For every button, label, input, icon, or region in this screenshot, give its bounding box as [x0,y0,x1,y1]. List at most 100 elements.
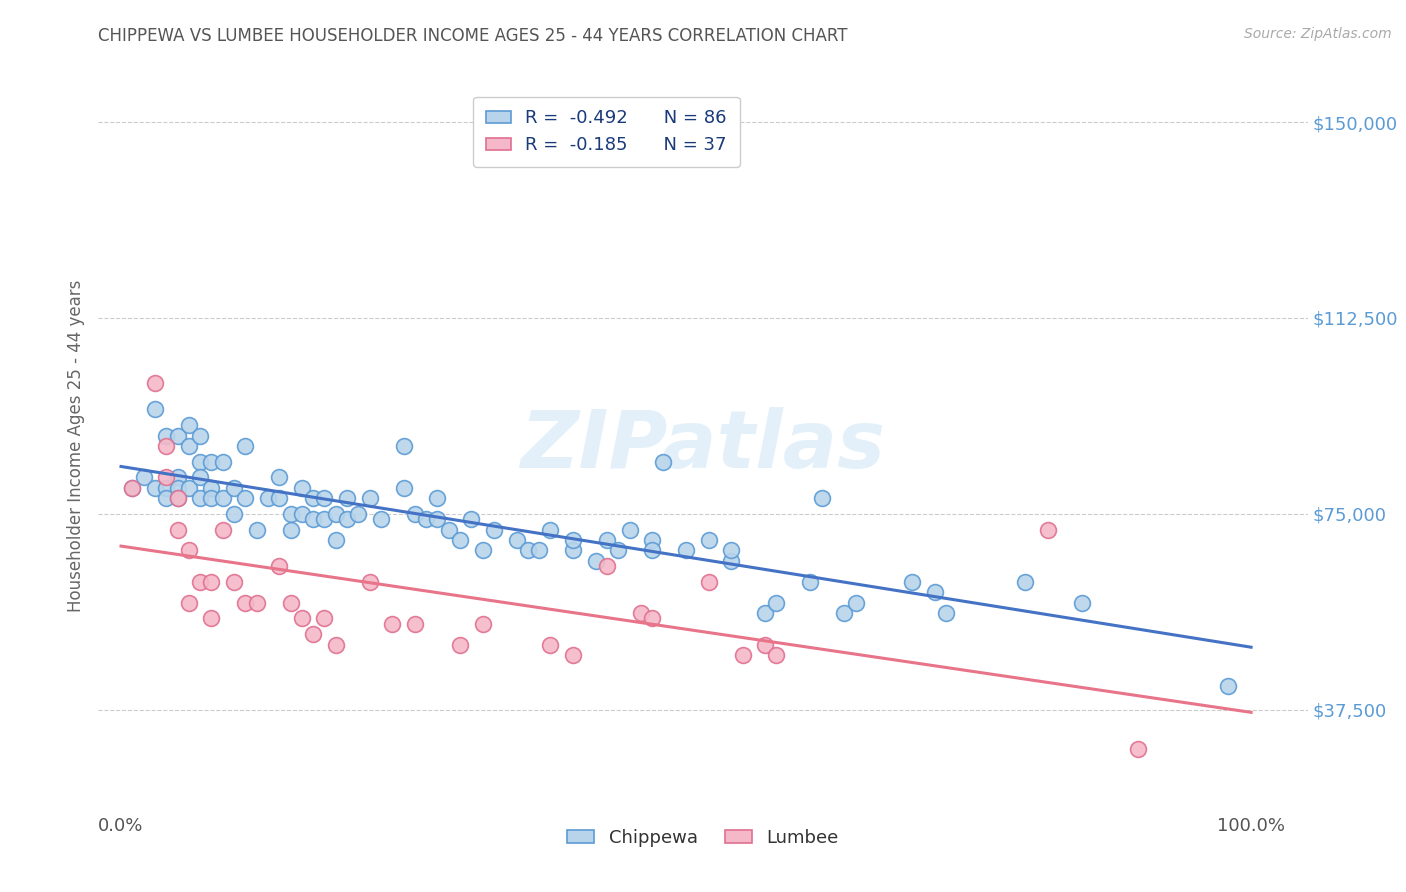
Point [155,470,177,484]
Point [516,543,538,558]
Point [132,470,155,484]
Point [222,481,245,495]
Point [449,533,471,547]
Point [392,481,415,495]
Point [336,512,359,526]
Point [291,611,314,625]
Point [233,491,256,506]
Point [720,554,742,568]
Point [641,543,664,558]
Point [697,574,720,589]
Point [731,648,754,662]
Point [415,512,437,526]
Point [359,491,381,506]
Point [188,428,211,442]
Point [585,554,607,568]
Point [314,491,336,506]
Point [596,533,619,547]
Point [222,507,245,521]
Point [325,533,347,547]
Point [562,648,585,662]
Point [143,402,166,417]
Point [1036,523,1059,537]
Point [607,543,630,558]
Point [641,611,664,625]
Point [832,606,855,620]
Point [222,574,245,589]
Point [177,439,200,453]
Point [765,648,787,662]
Point [233,596,256,610]
Point [233,439,256,453]
Point [1014,574,1036,589]
Y-axis label: Householder Income Ages 25 - 44 years: Householder Income Ages 25 - 44 years [66,280,84,612]
Point [177,543,200,558]
Point [482,523,505,537]
Point [538,523,561,537]
Point [675,543,697,558]
Point [166,523,188,537]
Point [1126,742,1149,756]
Point [211,455,233,469]
Point [211,523,233,537]
Point [347,507,370,521]
Point [269,491,291,506]
Point [392,439,415,453]
Point [381,616,404,631]
Point [810,491,832,506]
Point [325,638,347,652]
Point [166,491,188,506]
Point [527,543,550,558]
Point [325,507,347,521]
Point [505,533,527,547]
Point [166,428,188,442]
Point [280,507,302,521]
Point [200,455,222,469]
Point [845,596,868,610]
Point [155,491,177,506]
Point [211,491,233,506]
Point [246,523,269,537]
Point [754,638,776,652]
Point [200,481,222,495]
Point [460,512,482,526]
Point [641,533,664,547]
Point [471,616,494,631]
Point [619,523,641,537]
Point [1218,679,1240,693]
Point [166,481,188,495]
Point [269,470,291,484]
Point [336,491,359,506]
Point [562,543,585,558]
Point [404,507,426,521]
Point [538,638,561,652]
Point [1070,596,1092,610]
Point [257,491,280,506]
Point [200,574,222,589]
Point [426,512,449,526]
Point [121,481,143,495]
Point [188,574,211,589]
Point [177,481,200,495]
Point [188,455,211,469]
Point [314,611,336,625]
Point [924,585,946,599]
Text: ZIPatlas: ZIPatlas [520,407,886,485]
Point [935,606,957,620]
Point [143,481,166,495]
Point [188,470,211,484]
Point [404,616,426,631]
Point [359,574,381,589]
Point [370,512,392,526]
Point [291,481,314,495]
Point [302,627,325,641]
Point [166,491,188,506]
Point [765,596,787,610]
Point [143,376,166,391]
Point [155,439,177,453]
Point [720,543,742,558]
Point [302,491,325,506]
Point [155,481,177,495]
Point [314,512,336,526]
Point [437,523,460,537]
